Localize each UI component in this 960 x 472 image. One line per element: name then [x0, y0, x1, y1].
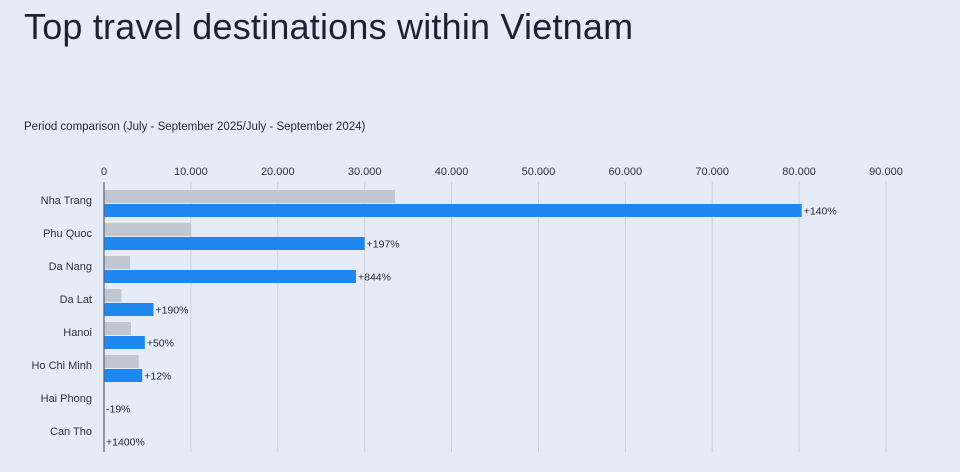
change-labels: +140% +197% +844% +190% +50% +12% -19% +1400%	[106, 206, 837, 449]
change-label: -19%	[106, 404, 131, 416]
bar-current-period	[104, 336, 145, 349]
x-tick-label: 0	[101, 166, 107, 178]
x-tick-label: 20.000	[261, 166, 295, 178]
category-label: Nha Trang	[41, 195, 92, 207]
change-label: +197%	[367, 239, 400, 251]
x-tick-label: 10.000	[174, 166, 208, 178]
bar-current-period	[104, 204, 802, 217]
bar-previous-period	[104, 223, 191, 236]
category-label: Da Nang	[49, 261, 92, 273]
bar-current-period	[104, 270, 356, 283]
x-tick-label: 70.000	[695, 166, 729, 178]
bar-previous-period	[104, 355, 139, 368]
bar-previous-period	[104, 322, 131, 335]
x-tick-label: 40.000	[435, 166, 469, 178]
category-label: Hai Phong	[41, 393, 92, 405]
x-tick-label: 60.000	[609, 166, 643, 178]
category-label: Ho Chi Minh	[31, 360, 92, 372]
change-label: +12%	[144, 371, 171, 383]
change-label: +140%	[804, 206, 837, 218]
category-label: Da Lat	[60, 294, 92, 306]
change-label: +190%	[156, 305, 189, 317]
bar-previous-period	[104, 289, 122, 302]
x-tick-label: 80.000	[782, 166, 816, 178]
category-label: Phu Quoc	[43, 228, 92, 240]
change-label: +844%	[358, 272, 391, 284]
grid-layer	[190, 182, 887, 452]
chart-subtitle: Period comparison (July - September 2025…	[24, 121, 366, 133]
change-label: +50%	[147, 338, 174, 350]
x-tick-label: 50.000	[522, 166, 556, 178]
category-label: Hanoi	[63, 327, 92, 339]
x-tick-label: 90.000	[869, 166, 903, 178]
x-tick-label: 30.000	[348, 166, 382, 178]
bar-previous-period	[104, 190, 396, 203]
change-label: +1400%	[106, 437, 145, 449]
category-labels: Nha Trang Phu Quoc Da Nang Da Lat Hanoi Ho Ch…	[31, 195, 92, 438]
bar-previous-period	[104, 256, 131, 269]
page-title: Top travel destinations within Vietnam	[24, 6, 634, 47]
category-label: Can Tho	[50, 426, 92, 438]
bar-current-period	[104, 369, 143, 382]
bar-current-period	[104, 237, 365, 250]
bars	[104, 190, 802, 382]
x-axis-ticks: 0 10.000 20.000 30.000 40.000 50.000 60.000 70.…	[101, 166, 903, 178]
bar-current-period	[104, 303, 154, 316]
